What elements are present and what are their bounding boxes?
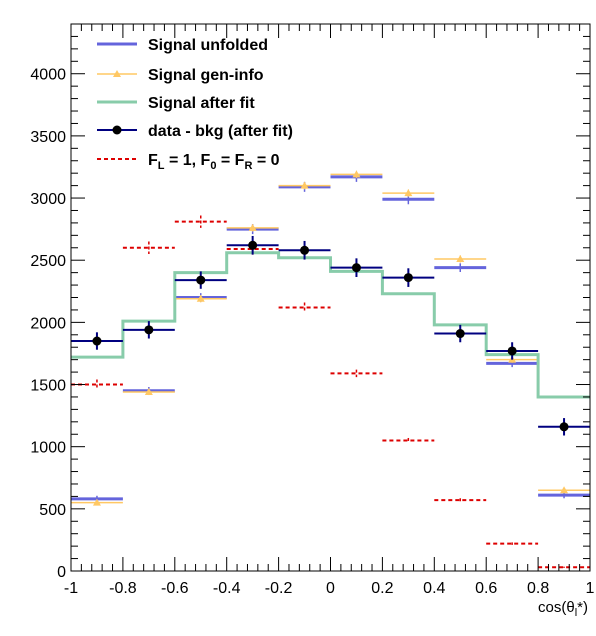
data-point [455, 329, 465, 339]
x-tick-label: 0.2 [371, 580, 393, 597]
legend-label: data - bkg (after fit) [148, 123, 293, 140]
legend-marker [113, 70, 121, 77]
data-marker [248, 223, 257, 231]
data-marker [352, 170, 361, 178]
legend-marker [112, 125, 122, 135]
legend-entry: Signal gen-info [97, 67, 264, 84]
data-point [196, 275, 206, 285]
y-tick-label: 3500 [30, 129, 66, 146]
chart-legend: Signal unfolded Signal gen-info Signal aft… [97, 37, 293, 172]
x-tick-label: -0.6 [161, 580, 189, 597]
y-tick-label: 1500 [30, 378, 66, 395]
y-tick-label: 500 [39, 502, 66, 519]
y-tick-label: 1000 [30, 440, 66, 457]
series-signal-after-fit [71, 251, 590, 399]
legend-entry: data - bkg (after fit) [97, 123, 293, 140]
legend-label: Signal gen-info [148, 67, 264, 84]
legend-label: Signal after fit [148, 95, 255, 112]
data-point [92, 336, 102, 346]
series-data-bkg-after-fit [71, 235, 590, 436]
y-tick-label: 3000 [30, 191, 66, 208]
y-tick-label: 2000 [30, 315, 66, 332]
data-point [248, 240, 258, 250]
x-tick-label: -0.2 [265, 580, 293, 597]
data-marker [300, 181, 309, 189]
y-tick-label: 2500 [30, 253, 66, 270]
legend-label: Signal unfolded [148, 37, 268, 54]
y-tick-label: 4000 [30, 67, 66, 84]
x-tick-label: -0.4 [213, 580, 241, 597]
x-axis-ticks: -1 -0.8 -0.6 -0.4 -0.2 0 0.2 0.4 0.6 0.8 1 [64, 24, 595, 597]
x-tick-label: 0.4 [423, 580, 445, 597]
legend-label: FL = 1, F0 = FR = 0 [148, 152, 280, 172]
data-marker [144, 387, 153, 395]
y-tick-label: 0 [57, 564, 66, 581]
data-marker [560, 486, 569, 494]
chart-marks [71, 170, 590, 569]
data-marker [196, 294, 205, 302]
data-point [507, 346, 517, 356]
x-tick-label: 0 [326, 580, 335, 597]
data-marker [92, 498, 101, 506]
data-point [300, 245, 310, 255]
legend-entry: Signal after fit [97, 95, 255, 112]
legend-entry: Signal unfolded [97, 37, 268, 54]
data-point [559, 422, 569, 432]
data-point [144, 325, 154, 335]
x-tick-label: 1 [586, 580, 595, 597]
x-tick-label: -0.8 [109, 580, 137, 597]
data-point [351, 263, 361, 273]
data-marker [456, 254, 465, 262]
x-tick-label: -1 [64, 580, 78, 597]
legend-entry: FL = 1, F0 = FR = 0 [97, 152, 280, 172]
x-tick-label: 0.8 [527, 580, 549, 597]
y-axis-ticks: 0 500 1000 1500 2000 2500 3000 3500 4000 [30, 35, 590, 581]
data-point [403, 273, 413, 283]
x-axis-label: cos(θl*) [538, 599, 588, 619]
step-line [71, 251, 590, 399]
data-marker [404, 189, 413, 197]
x-tick-label: 0.6 [475, 580, 497, 597]
